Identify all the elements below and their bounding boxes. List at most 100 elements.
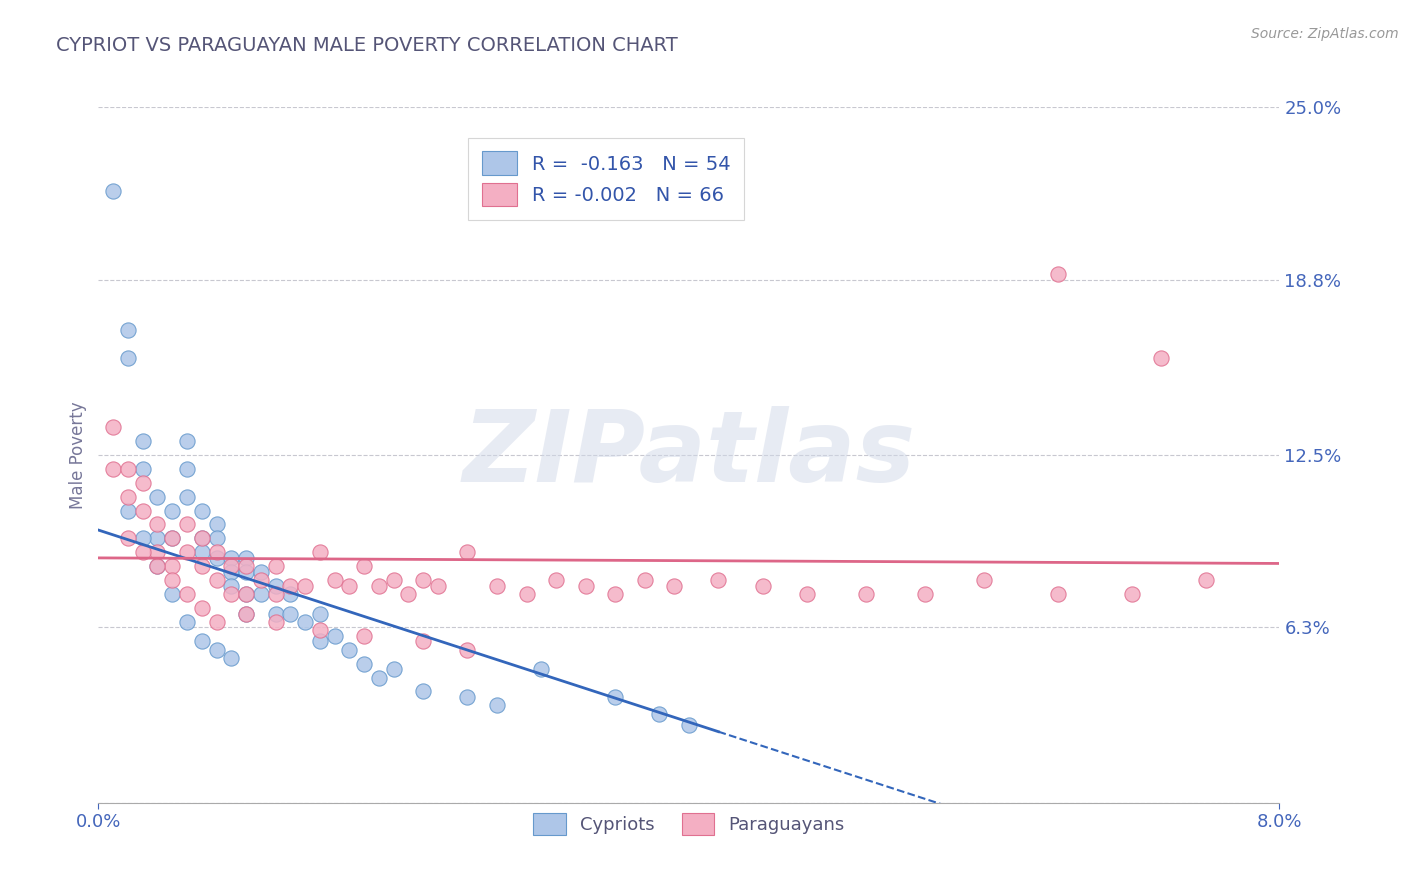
Point <box>280 587 302 601</box>
Point <box>117 462 139 476</box>
Point <box>176 462 198 476</box>
Point <box>132 475 155 490</box>
Point <box>457 545 479 559</box>
Legend: Cypriots, Paraguayans: Cypriots, Paraguayans <box>526 806 852 842</box>
Point <box>264 607 287 621</box>
Point <box>486 698 509 713</box>
Point <box>309 545 332 559</box>
Point <box>235 559 257 574</box>
Point <box>103 420 125 434</box>
Point <box>162 559 183 574</box>
Point <box>353 629 375 643</box>
Point <box>117 351 139 365</box>
Point <box>1150 351 1173 365</box>
Point <box>221 565 243 579</box>
Point <box>427 579 450 593</box>
Point <box>221 651 243 665</box>
Point <box>191 601 214 615</box>
Point <box>146 559 169 574</box>
Point <box>412 684 434 698</box>
Point <box>309 624 332 638</box>
Point <box>132 503 155 517</box>
Point <box>294 579 316 593</box>
Point <box>368 579 391 593</box>
Point <box>205 532 228 546</box>
Point <box>516 587 538 601</box>
Point <box>1046 587 1070 601</box>
Point <box>191 559 214 574</box>
Point <box>339 642 361 657</box>
Point <box>205 573 228 587</box>
Point <box>146 490 169 504</box>
Point <box>1046 267 1070 281</box>
Point <box>323 629 346 643</box>
Point <box>250 565 273 579</box>
Point <box>382 573 405 587</box>
Point <box>412 573 434 587</box>
Point <box>176 490 198 504</box>
Point <box>309 634 332 648</box>
Point <box>323 573 346 587</box>
Text: Source: ZipAtlas.com: Source: ZipAtlas.com <box>1251 27 1399 41</box>
Point <box>235 607 257 621</box>
Point <box>309 607 332 621</box>
Point <box>264 615 287 629</box>
Text: ZIPatlas: ZIPatlas <box>463 407 915 503</box>
Point <box>235 587 257 601</box>
Point <box>221 579 243 593</box>
Point <box>162 503 183 517</box>
Point <box>914 587 936 601</box>
Point <box>855 587 877 601</box>
Y-axis label: Male Poverty: Male Poverty <box>69 401 87 508</box>
Point <box>146 559 169 574</box>
Point <box>294 615 316 629</box>
Point <box>162 532 183 546</box>
Point <box>146 545 169 559</box>
Point <box>1121 587 1143 601</box>
Point <box>132 434 155 448</box>
Point <box>132 462 155 476</box>
Point <box>117 532 139 546</box>
Point <box>191 503 214 517</box>
Point <box>176 517 198 532</box>
Point <box>103 184 125 198</box>
Point <box>707 573 730 587</box>
Point <box>339 579 361 593</box>
Point <box>205 517 228 532</box>
Point <box>221 550 243 565</box>
Point <box>146 517 169 532</box>
Point <box>353 657 375 671</box>
Point <box>235 550 257 565</box>
Point <box>678 718 700 732</box>
Point <box>264 587 287 601</box>
Point <box>486 579 509 593</box>
Point <box>973 573 995 587</box>
Point <box>235 587 257 601</box>
Point <box>368 671 391 685</box>
Point <box>250 587 273 601</box>
Point <box>176 615 198 629</box>
Point <box>162 573 183 587</box>
Point <box>457 642 479 657</box>
Point <box>205 545 228 559</box>
Point <box>457 690 479 704</box>
Point <box>205 615 228 629</box>
Point <box>146 532 169 546</box>
Point <box>382 662 405 676</box>
Point <box>605 587 627 601</box>
Point <box>412 634 434 648</box>
Point <box>546 573 568 587</box>
Point <box>191 634 214 648</box>
Point <box>530 662 553 676</box>
Point <box>221 559 243 574</box>
Point <box>176 545 198 559</box>
Point <box>132 545 155 559</box>
Point <box>176 434 198 448</box>
Point <box>191 532 214 546</box>
Point <box>796 587 818 601</box>
Point <box>353 559 375 574</box>
Point <box>605 690 627 704</box>
Point <box>117 503 139 517</box>
Point <box>235 607 257 621</box>
Point <box>280 607 302 621</box>
